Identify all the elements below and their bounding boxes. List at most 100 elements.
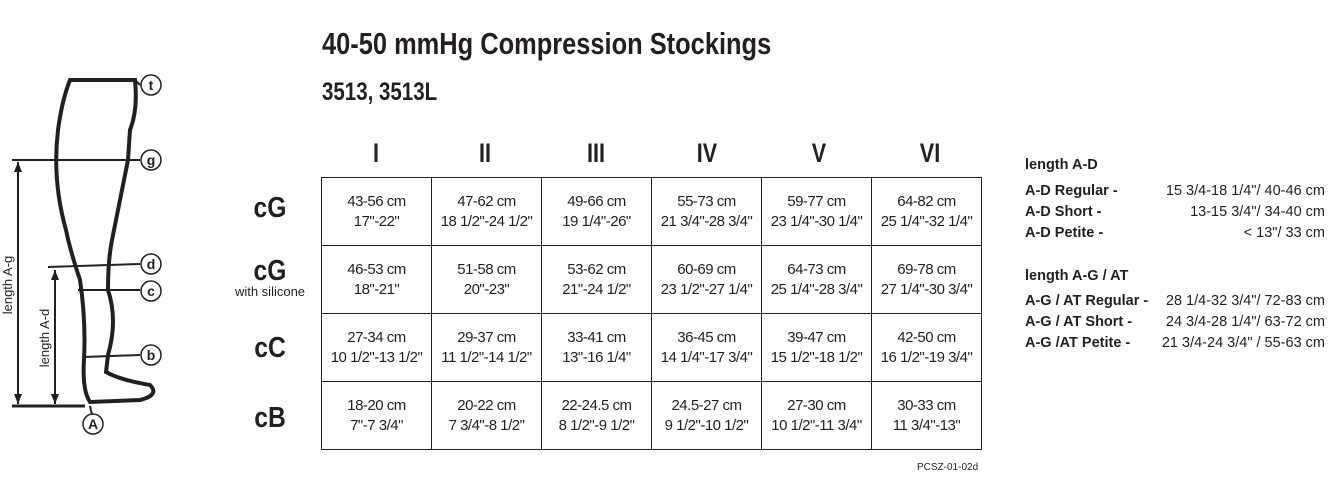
table-cell: 43-56 cm 17"-22" xyxy=(321,177,432,246)
row-label: cB xyxy=(254,402,286,434)
length-value: 21 3/4-24 3/4" / 55-63 cm xyxy=(1161,335,1325,351)
table-cell: 22-24.5 cm 8 1/2"-9 1/2" xyxy=(541,381,652,450)
page-title: 40-50 mmHg Compression Stockings xyxy=(322,26,772,61)
row-header: cG xyxy=(220,192,320,225)
table-cell: 18-20 cm 7"-7 3/4" xyxy=(321,381,432,450)
cm-range: 60-69 cm xyxy=(677,260,736,278)
table-cell: 53-62 cm 21"-24 1/2" xyxy=(541,245,652,314)
inch-range: 20"-23" xyxy=(463,280,510,298)
row-header: cB xyxy=(220,402,320,435)
inch-range: 15 1/2"-18 1/2" xyxy=(770,348,863,366)
table-cell: 55-73 cm 21 3/4"-28 3/4" xyxy=(651,177,762,246)
table-cell: 69-78 cm 27 1/4"-30 3/4" xyxy=(871,245,982,314)
length-value: 15 3/4-18 1/4"/ 40-46 cm xyxy=(1165,183,1325,199)
column-header: II xyxy=(478,138,491,168)
cm-range: 64-82 cm xyxy=(897,192,956,210)
inch-range: 19 1/4"-26" xyxy=(562,212,631,230)
cm-range: 33-41 cm xyxy=(567,328,626,346)
column-header: III xyxy=(586,138,605,168)
table-cell: 39-47 cm 15 1/2"-18 1/2" xyxy=(761,313,872,382)
inch-range: 16 1/2"-19 3/4" xyxy=(880,348,973,366)
cm-range: 64-73 cm xyxy=(787,260,846,278)
marker-g: g xyxy=(147,152,156,168)
inch-range: 8 1/2"-9 1/2" xyxy=(558,416,635,434)
inch-range: 17"-22" xyxy=(353,212,400,230)
table-cell: 42-50 cm 16 1/2"-19 3/4" xyxy=(871,313,982,382)
length-label: A-D Short - xyxy=(1025,204,1102,220)
cm-range: 36-45 cm xyxy=(677,328,736,346)
row-label: cG xyxy=(253,192,287,224)
inch-range: 11 1/2"-14 1/2" xyxy=(441,348,532,366)
marker-t: t xyxy=(149,77,154,93)
column-header: V xyxy=(811,138,827,168)
cm-range: 53-62 cm xyxy=(567,260,626,278)
length-value: 13-15 3/4"/ 34-40 cm xyxy=(1190,204,1325,220)
table-cell: 20-22 cm 7 3/4"-8 1/2" xyxy=(431,381,542,450)
table-cell: 51-58 cm 20"-23" xyxy=(431,245,542,314)
length-ad-heading: length A-D xyxy=(1025,157,1098,173)
cm-range: 55-73 cm xyxy=(677,192,736,210)
inch-range: 18"-21" xyxy=(353,280,400,298)
cm-range: 29-37 cm xyxy=(457,328,516,346)
table-cell: 30-33 cm 11 3/4"-13" xyxy=(871,381,982,450)
table-cell: 49-66 cm 19 1/4"-26" xyxy=(541,177,652,246)
row-label: cG xyxy=(253,255,287,287)
inch-range: 11 3/4"-13" xyxy=(892,416,961,434)
inch-range: 23 1/2"-27 1/4" xyxy=(660,280,753,298)
leg-outline xyxy=(54,78,156,405)
document-code: PCSZ-01-02d xyxy=(917,462,979,473)
length-label: A-G / AT Short - xyxy=(1025,314,1133,330)
table-row: 46-53 cm 18"-21" 51-58 cm 20"-23" 53-62 cm 21… xyxy=(321,245,982,314)
table-row: 18-20 cm 7"-7 3/4" 20-22 cm 7 3/4"-8 1/2" 22… xyxy=(321,381,982,450)
inch-range: 7"-7 3/4" xyxy=(350,416,403,434)
table-cell: 47-62 cm 18 1/2"-24 1/2" xyxy=(431,177,542,246)
row-header: cG with silicone xyxy=(220,255,320,299)
length-label: A-D Petite - xyxy=(1025,225,1104,241)
table-cell: 27-34 cm 10 1/2"-13 1/2" xyxy=(321,313,432,382)
length-value: 24 3/4-28 1/4"/ 63-72 cm xyxy=(1165,314,1325,330)
marker-b: b xyxy=(147,347,156,363)
inch-range: 9 1/2"-10 1/2" xyxy=(664,416,749,434)
table-cell: 33-41 cm 13"-16 1/4" xyxy=(541,313,652,382)
column-header: IV xyxy=(696,138,718,168)
length-label: A-G / AT Regular - xyxy=(1025,293,1149,309)
length-value: < 13"/ 33 cm xyxy=(1243,225,1325,241)
inch-range: 25 1/4"-32 1/4" xyxy=(880,212,973,230)
table-cell: 36-45 cm 14 1/4"-17 3/4" xyxy=(651,313,762,382)
marker-a: A xyxy=(88,416,98,432)
cm-range: 42-50 cm xyxy=(897,328,956,346)
cm-range: 30-33 cm xyxy=(897,396,956,414)
table-cell: 60-69 cm 23 1/2"-27 1/4" xyxy=(651,245,762,314)
row-sublabel: with silicone xyxy=(234,284,306,299)
cm-range: 27-34 cm xyxy=(347,328,406,346)
inch-range: 25 1/4"-28 3/4" xyxy=(770,280,863,298)
table-cell: 27-30 cm 10 1/2"-11 3/4" xyxy=(761,381,872,450)
cm-range: 47-62 cm xyxy=(457,192,516,210)
cm-range: 59-77 cm xyxy=(787,192,846,210)
marker-d: d xyxy=(147,256,156,272)
length-ag-heading: length A-G / AT xyxy=(1025,268,1129,284)
row-label: cC xyxy=(254,332,286,364)
marker-c: c xyxy=(147,283,155,299)
inch-range: 18 1/2"-24 1/2" xyxy=(440,212,533,230)
inch-range: 13"-16 1/4" xyxy=(562,348,631,366)
cm-range: 51-58 cm xyxy=(457,260,516,278)
cm-range: 18-20 cm xyxy=(347,396,406,414)
inch-range: 14 1/4"-17 3/4" xyxy=(660,348,753,366)
cm-range: 22-24.5 cm xyxy=(561,396,632,414)
inch-range: 21"-24 1/2" xyxy=(562,280,631,298)
inch-range: 10 1/2"-11 3/4" xyxy=(771,416,862,434)
inch-range: 7 3/4"-8 1/2" xyxy=(448,416,525,434)
table-cell: 46-53 cm 18"-21" xyxy=(321,245,432,314)
cm-range: 49-66 cm xyxy=(567,192,626,210)
inch-range: 10 1/2"-13 1/2" xyxy=(330,348,423,366)
table-cell: 29-37 cm 11 1/2"-14 1/2" xyxy=(431,313,542,382)
row-header: cC xyxy=(220,332,320,365)
length-ag-label: length A-g xyxy=(0,256,15,315)
table-cell: 59-77 cm 23 1/4"-30 1/4" xyxy=(761,177,872,246)
column-header: VI xyxy=(919,138,941,168)
table-row: 27-34 cm 10 1/2"-13 1/2" 29-37 cm 11 1/2"-1… xyxy=(321,313,982,382)
table-cell: 64-73 cm 25 1/4"-28 3/4" xyxy=(761,245,872,314)
size-table: 43-56 cm 17"-22" 47-62 cm 18 1/2"-24 1/2" 49… xyxy=(321,177,982,450)
